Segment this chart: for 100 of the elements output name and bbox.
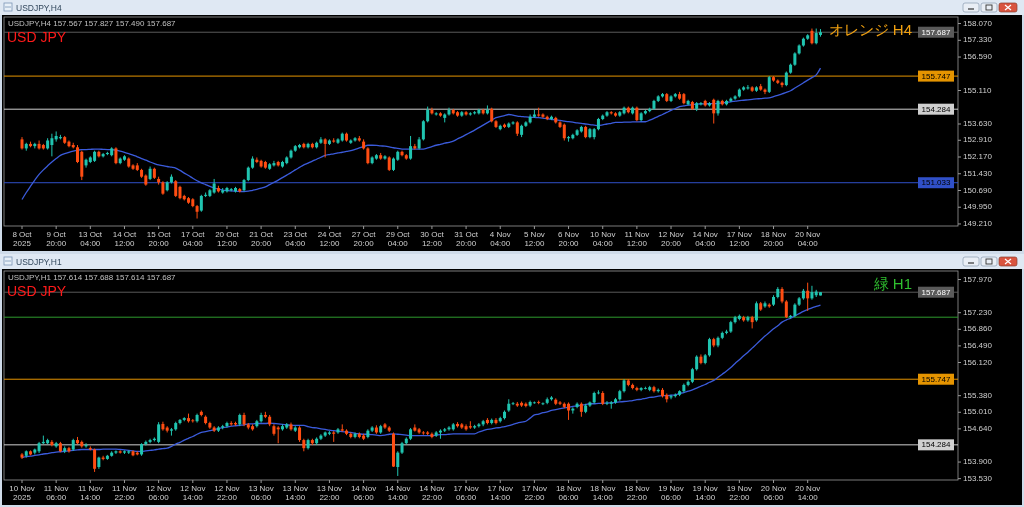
y-tick-label: 153.630 bbox=[963, 119, 993, 129]
candlestick bbox=[353, 431, 357, 439]
candlestick bbox=[50, 439, 54, 447]
candlestick bbox=[763, 301, 767, 309]
x-tick-label: 23 Oct 04:00 bbox=[283, 230, 308, 248]
text: 緑 H1 bbox=[872, 275, 912, 292]
x-tick-label: 11 Nov 06:00 bbox=[43, 484, 69, 502]
x-tick-label: 20 Oct 12:00 bbox=[215, 230, 240, 248]
y-tick-label: 157.230 bbox=[963, 307, 993, 317]
candlestick bbox=[712, 98, 716, 125]
candlestick bbox=[464, 423, 468, 432]
y-tick-label: 152.910 bbox=[963, 135, 993, 145]
candlestick bbox=[430, 431, 434, 439]
x-tick-label: 31 Oct 20:00 bbox=[454, 230, 479, 248]
x-tick-label: 14 Nov 04:00 bbox=[692, 230, 718, 248]
x-tick-label: 18 Nov 22:00 bbox=[624, 484, 650, 502]
x-tick-label: 13 Nov 14:00 bbox=[282, 484, 308, 502]
candlestick bbox=[157, 421, 161, 444]
x-tick-label: 13 Nov 22:00 bbox=[316, 484, 343, 502]
candlestick bbox=[686, 379, 690, 387]
y-tick-label: 157.330 bbox=[963, 35, 993, 45]
y-tick-label: 156.860 bbox=[963, 324, 993, 334]
x-tick-label: 17 Oct 04:00 bbox=[181, 230, 206, 248]
x-tick-label: 20 Nov 04:00 bbox=[795, 230, 821, 248]
candlestick bbox=[195, 204, 199, 220]
y-tick-label: 155.110 bbox=[963, 85, 992, 95]
x-tick-label: 10 Nov 04:00 bbox=[590, 230, 616, 248]
candlestick bbox=[494, 417, 498, 425]
y-tick-label: 154.640 bbox=[963, 423, 993, 433]
x-tick-label: 29 Oct 04:00 bbox=[385, 230, 411, 248]
x-tick-label: 14 Oct 12:00 bbox=[112, 230, 138, 248]
ref-line-label: 155.747 bbox=[921, 374, 952, 384]
candlestick bbox=[225, 421, 229, 429]
candlestick bbox=[605, 400, 609, 406]
y-tick-label: 155.010 bbox=[963, 407, 993, 417]
y-tick-label: 149.210 bbox=[963, 219, 993, 229]
x-tick-label: 27 Oct 20:00 bbox=[351, 230, 377, 248]
x-tick-label: 11 Nov 14:00 bbox=[77, 484, 103, 502]
text: USD JPY bbox=[7, 283, 67, 299]
candlestick bbox=[434, 111, 438, 117]
candlestick bbox=[50, 133, 54, 157]
x-tick-label: 24 Oct 12:00 bbox=[317, 230, 342, 248]
candlestick bbox=[225, 186, 229, 194]
candlestick bbox=[148, 438, 152, 444]
candlestick bbox=[635, 386, 639, 392]
x-tick-label: 12 Nov 06:00 bbox=[145, 484, 172, 502]
x-tick-label: 13 Oct 04:00 bbox=[78, 230, 103, 248]
candlestick bbox=[319, 433, 323, 441]
x-tick-label: 14 Nov 14:00 bbox=[385, 484, 411, 502]
candlestick bbox=[558, 400, 562, 406]
x-tick-label: 12 Nov 22:00 bbox=[214, 484, 240, 502]
x-tick-label: 18 Nov 14:00 bbox=[590, 484, 616, 502]
x-tick-label: 8 Oct 2025 bbox=[12, 230, 33, 248]
x-tick-label: 30 Oct 12:00 bbox=[420, 230, 445, 248]
candlestick bbox=[114, 449, 118, 455]
y-tick-label: 157.970 bbox=[963, 274, 993, 284]
x-tick-label: 20 Nov 06:00 bbox=[760, 484, 787, 502]
candlestick bbox=[409, 135, 413, 161]
candlestick bbox=[336, 427, 340, 435]
candlestick bbox=[93, 448, 97, 473]
x-tick-label: 17 Nov 22:00 bbox=[521, 484, 548, 502]
candlestick bbox=[477, 422, 481, 429]
x-tick-label: 19 Nov 22:00 bbox=[726, 484, 753, 502]
y-tick-label: 156.590 bbox=[963, 52, 993, 62]
y-tick-label: 156.120 bbox=[963, 357, 993, 367]
x-tick-label: 20 Nov 14:00 bbox=[795, 484, 821, 502]
y-tick-label: 158.070 bbox=[963, 18, 993, 28]
ref-line-label: 154.284 bbox=[921, 104, 952, 114]
ref-line-label: 155.747 bbox=[921, 71, 952, 81]
chart-subtitle: USDJPY,H1 157.614 157.688 157.614 157.687 bbox=[8, 273, 177, 282]
candlestick bbox=[754, 301, 758, 323]
text: オレンジ H4 bbox=[828, 21, 912, 38]
x-tick-label: 5 Nov 12:00 bbox=[523, 230, 545, 248]
candlestick bbox=[370, 425, 374, 433]
x-tick-label: 12 Nov 14:00 bbox=[180, 484, 206, 502]
x-tick-label: 18 Nov 06:00 bbox=[555, 484, 582, 502]
candlestick bbox=[746, 315, 750, 323]
candlestick bbox=[810, 285, 814, 301]
x-tick-label: 10 Nov 2025 bbox=[9, 484, 35, 502]
y-tick-label: 150.690 bbox=[963, 185, 993, 195]
x-tick-label: 11 Nov 22:00 bbox=[112, 484, 137, 502]
x-tick-label: 4 Nov 04:00 bbox=[489, 230, 511, 248]
candlestick bbox=[511, 120, 515, 126]
ref-line-label: 157.687 bbox=[921, 27, 952, 37]
x-tick-label: 14 Nov 06:00 bbox=[350, 484, 377, 502]
y-tick-label: 155.380 bbox=[963, 390, 993, 400]
y-tick-label: 153.530 bbox=[963, 473, 993, 483]
candlestick bbox=[575, 401, 579, 409]
candlestick bbox=[707, 337, 711, 358]
x-tick-label: 19 Nov 06:00 bbox=[658, 484, 684, 502]
candlestick bbox=[806, 282, 810, 312]
x-tick-label: 14 Nov 22:00 bbox=[419, 484, 445, 502]
x-tick-label: 21 Oct 20:00 bbox=[249, 230, 274, 248]
x-tick-label: 13 Nov 06:00 bbox=[248, 484, 274, 502]
ref-line-label: 157.687 bbox=[921, 287, 952, 297]
candlestick bbox=[417, 427, 421, 435]
text: USDJPY,H1 bbox=[16, 257, 62, 267]
ref-line-label: 151.033 bbox=[921, 178, 952, 188]
x-tick-label: 12 Nov 20:00 bbox=[658, 230, 684, 248]
text: USDJPY,H4 bbox=[16, 3, 62, 13]
